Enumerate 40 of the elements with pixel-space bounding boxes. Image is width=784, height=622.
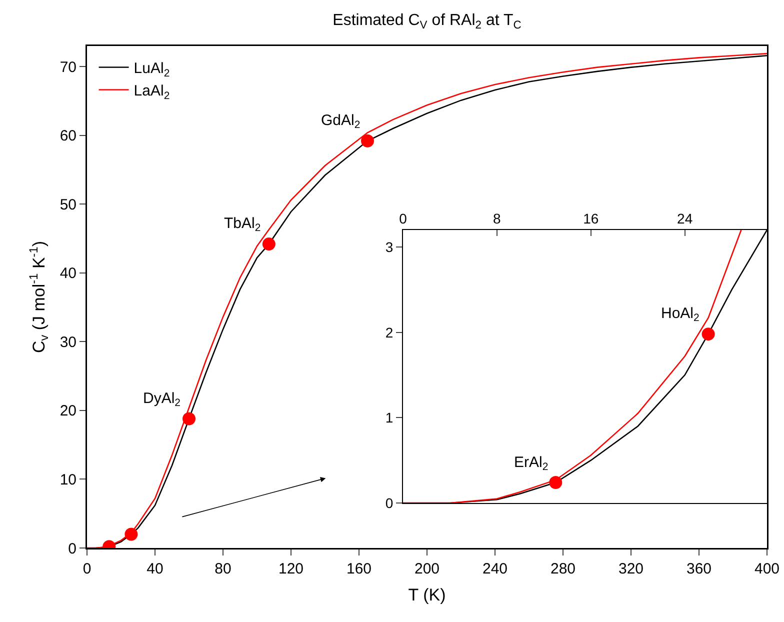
x-tick-label: 400 [754, 560, 780, 578]
y-tick-label: 30 [60, 334, 76, 351]
annotation: ErAl$_{2}$ [514, 454, 548, 474]
annotation: HoAl$_{2}$ [661, 305, 700, 324]
x-axis-title: T (K) [408, 586, 446, 605]
y-tick-label: 50 [60, 196, 76, 214]
x-tick-label: 0 [82, 560, 92, 578]
y-tick-label: 60 [60, 128, 76, 145]
y-tick-label: 0 [385, 494, 394, 511]
annotation: DyAl$_{2}$ [143, 390, 181, 410]
y-tick-label: 10 [60, 471, 76, 488]
x-tick-label: 0 [399, 210, 408, 226]
x-tick-label: 160 [346, 560, 372, 578]
annotation: TbAl$_{2}$ [224, 215, 261, 234]
x-tick-label: 280 [550, 560, 576, 578]
y-tick-label: 0 [68, 540, 76, 558]
annotation: GdAl$_{2}$ [321, 112, 360, 132]
x-tick-label: 320 [618, 560, 644, 578]
x-tick-label: 240 [482, 560, 508, 578]
x-tick-label: 16 [583, 210, 599, 226]
x-tick-label: 360 [686, 560, 712, 578]
y-tick-label: 2 [385, 324, 394, 340]
x-tick-label: 8 [493, 210, 502, 226]
y-tick-label: 3 [385, 238, 394, 255]
x-tick-label: 120 [278, 560, 304, 578]
x-tick-label: 40 [146, 560, 164, 578]
y-tick-label: 20 [60, 402, 76, 420]
point [182, 412, 196, 426]
chart-title: Estimated C$_{V}$ of RAl$_{2}$ at T$_{C}$ [332, 12, 522, 32]
legend-label: LuAl$_{2}$ [134, 60, 170, 80]
x-tick-label: 24 [677, 210, 693, 226]
legend-label: LaAl$_{2}$ [134, 82, 170, 102]
x-tick-label: 80 [214, 560, 232, 578]
point [262, 238, 276, 251]
point [124, 528, 138, 541]
y-tick-label: 70 [60, 58, 76, 76]
point [361, 134, 374, 148]
y-tick-label: 1 [385, 410, 394, 426]
x-tick-label: 200 [414, 560, 440, 578]
y-tick-label: 40 [60, 265, 76, 282]
